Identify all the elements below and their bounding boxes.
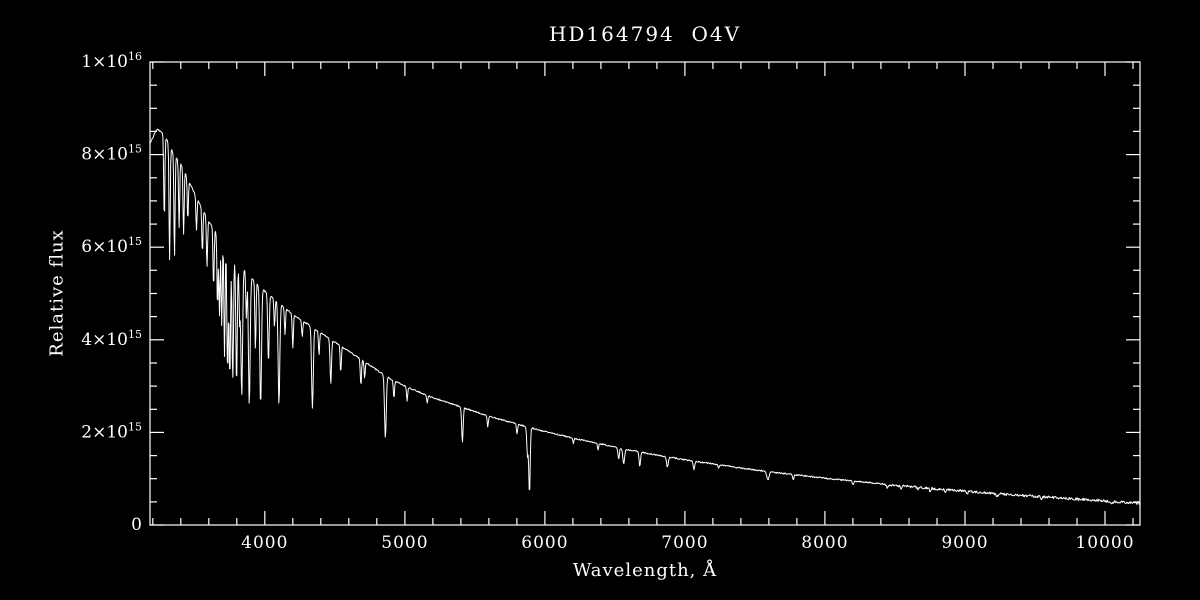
x-tick-labels: 4000 5000 6000 7000 8000 9000 10000 [241, 533, 1134, 553]
svg-text:4000: 4000 [241, 533, 288, 553]
axis-frame [149, 61, 1141, 526]
y-tick-labels: 0 2×1015 4×1015 6×1015 8×1015 1×1016 [81, 50, 142, 535]
svg-text:1×1016: 1×1016 [81, 50, 142, 72]
x-ticks [152, 62, 1134, 525]
svg-text:9000: 9000 [941, 533, 988, 553]
svg-text:10000: 10000 [1075, 533, 1134, 553]
svg-text:2×1015: 2×1015 [81, 420, 142, 442]
svg-text:8000: 8000 [801, 533, 848, 553]
svg-text:6×1015: 6×1015 [81, 235, 142, 257]
spectrum-line [149, 128, 1141, 505]
svg-text:8×1015: 8×1015 [81, 143, 142, 165]
y-ticks [150, 61, 1140, 526]
x-axis-label: Wavelength, Å [572, 560, 718, 581]
svg-text:5000: 5000 [381, 533, 428, 553]
svg-text:4×1015: 4×1015 [81, 328, 142, 350]
svg-text:0: 0 [131, 515, 142, 535]
svg-text:7000: 7000 [661, 533, 708, 553]
chart-title: HD164794 O4V [548, 22, 742, 46]
svg-text:6000: 6000 [521, 533, 568, 553]
